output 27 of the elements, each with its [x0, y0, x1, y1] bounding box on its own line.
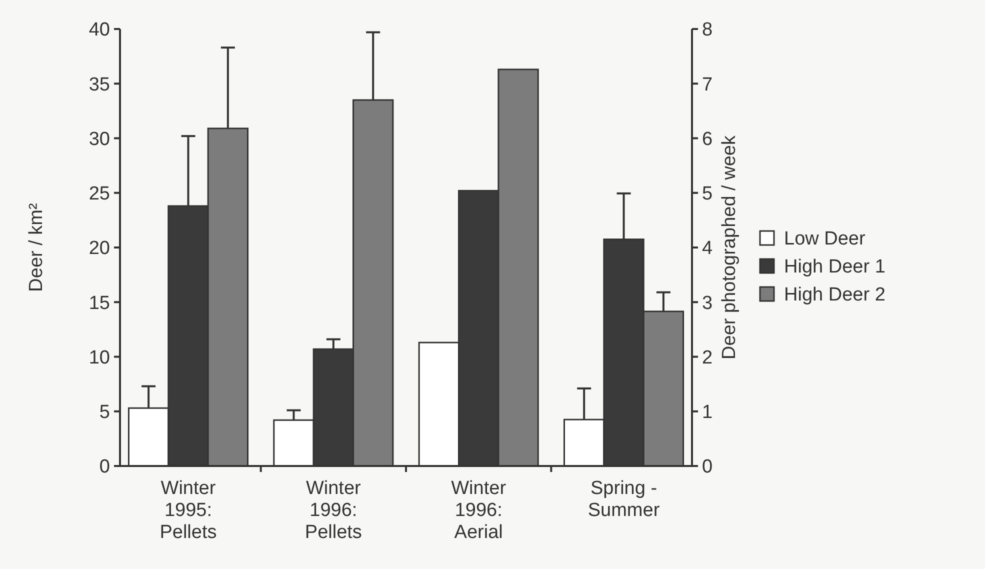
y2-tick-label: 2 — [702, 347, 713, 368]
y2-tick-label: 5 — [702, 184, 713, 205]
y2-axis-title: Deer photographed / week — [719, 135, 740, 360]
y2-tick-label: 6 — [702, 128, 713, 150]
y-axis-title: Deer / km² — [26, 203, 47, 292]
x-tick-label: Winter 1996: Pellets — [304, 478, 362, 543]
y-tick-label: 25 — [88, 184, 110, 205]
y2-tick-label: 3 — [702, 292, 713, 314]
y-tick-label: 15 — [88, 292, 110, 314]
y-tick-label: 35 — [88, 74, 110, 96]
y2-tick-label: 1 — [702, 402, 713, 424]
y2-tick-label: 4 — [702, 238, 713, 260]
y2-tick-label: 7 — [702, 74, 713, 96]
y-tick-label: 10 — [88, 347, 110, 368]
x-tick-label: Winter 1996: Aerial — [451, 478, 507, 543]
y-tick-label: 20 — [88, 238, 110, 260]
x-tick-label: Spring - Summer — [588, 478, 660, 521]
y-tick-label: 40 — [88, 20, 110, 41]
legend-label: Low Deer — [784, 228, 866, 250]
y-tick-label: 0 — [99, 456, 110, 478]
legend-label: High Deer 2 — [784, 284, 886, 306]
legend-label: High Deer 1 — [784, 256, 886, 278]
y-tick-label: 30 — [88, 128, 110, 150]
y2-tick-label: 0 — [702, 456, 713, 478]
x-tick-label: Winter 1995: Pellets — [160, 478, 217, 543]
y-tick-label: 5 — [99, 402, 110, 424]
y2-tick-label: 8 — [702, 20, 713, 41]
